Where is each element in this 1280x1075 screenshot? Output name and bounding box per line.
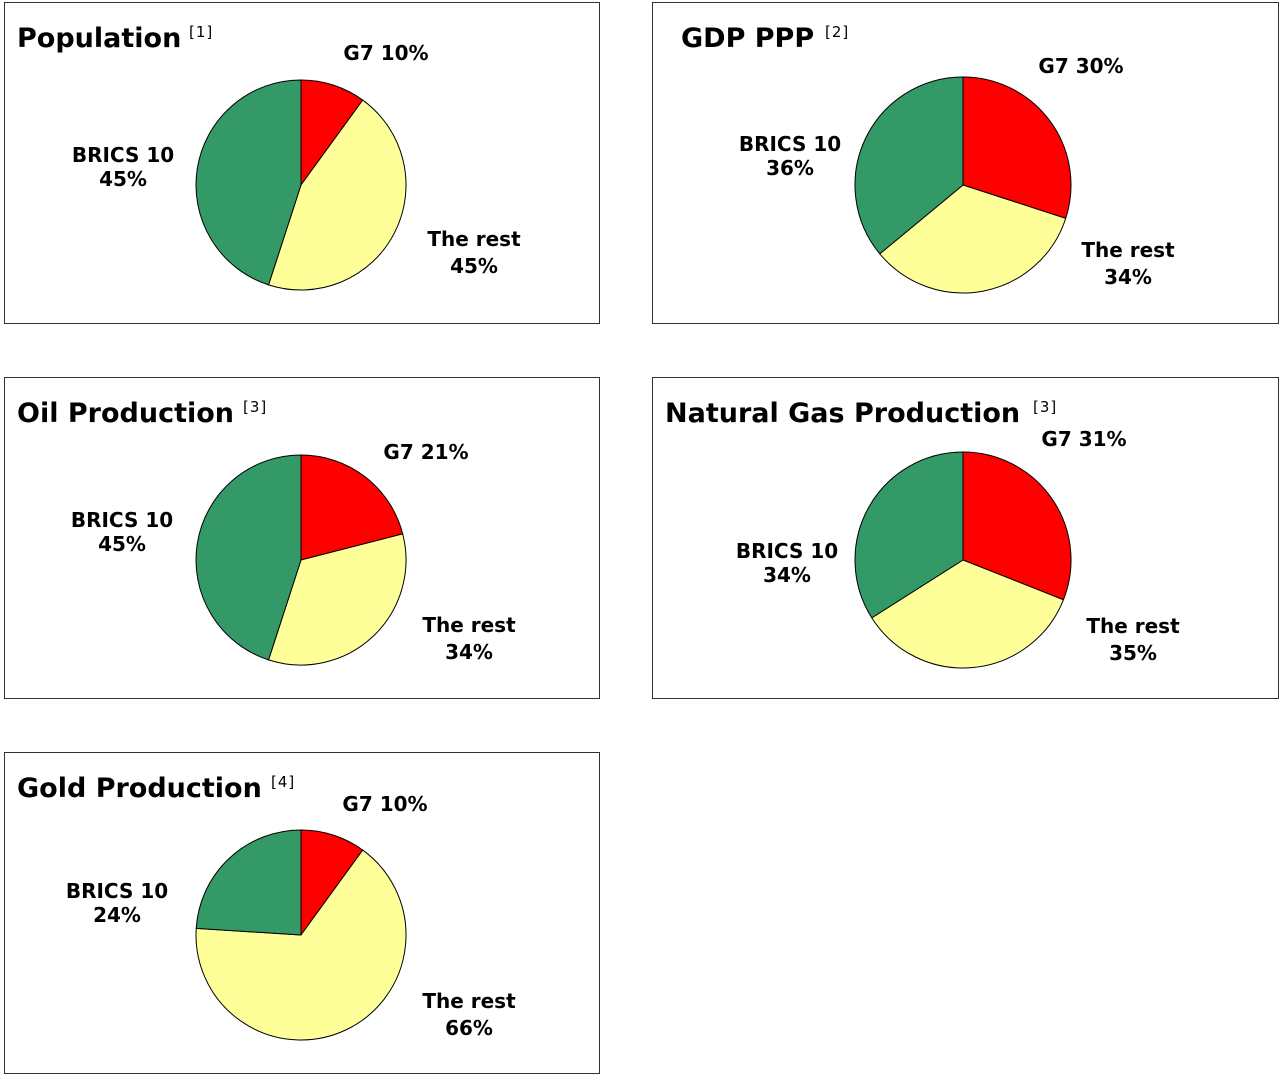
chart-title: Gold Production <box>17 773 262 804</box>
slice-label-the-rest: The rest 34% <box>1081 238 1175 289</box>
pie-slice-g7 <box>962 451 1072 601</box>
slice-label-the-rest: The rest 45% <box>427 227 521 278</box>
svg-text:BRICS 10: BRICS 10 <box>739 132 841 156</box>
svg-text:The rest: The rest <box>427 227 521 251</box>
chart-reference: [2] <box>825 23 849 41</box>
slice-label-brics-10: BRICS 10 45% <box>72 143 174 191</box>
pie-slice-the-rest <box>871 559 1064 669</box>
svg-text:The rest: The rest <box>1086 614 1180 638</box>
pie-slice-brics-10 <box>195 79 302 286</box>
pie-slice-brics-10 <box>854 76 964 255</box>
svg-text:The rest: The rest <box>422 613 516 637</box>
svg-text:35%: 35% <box>1109 641 1157 665</box>
pie-slice-g7 <box>962 76 1072 219</box>
slice-label-g7: G7 30% <box>1038 54 1123 78</box>
slice-label-brics-10: BRICS 10 34% <box>736 539 838 587</box>
pie-slice-brics-10 <box>195 454 302 661</box>
slice-label-g7: G7 10% <box>343 41 428 65</box>
svg-text:BRICS 10: BRICS 10 <box>71 508 173 532</box>
svg-text:66%: 66% <box>445 1016 493 1040</box>
chart-title: Population <box>17 23 181 54</box>
svg-text:36%: 36% <box>766 156 814 180</box>
svg-text:G7 31%: G7 31% <box>1041 427 1126 451</box>
svg-text:24%: 24% <box>93 903 141 927</box>
pie-panel-gdp-ppp: GDP PPP [2] G7 30% The rest 34% BRICS 10… <box>652 2 1279 324</box>
pie-slice-brics-10 <box>195 829 302 936</box>
pie-panel-population: Population [1] G7 10% The rest 45% BRICS… <box>4 2 600 324</box>
pie-slices <box>195 79 407 291</box>
pie-slice-the-rest <box>195 849 407 1041</box>
svg-text:45%: 45% <box>450 254 498 278</box>
chart-title: Oil Production <box>17 398 234 429</box>
pie-slice-brics-10 <box>854 451 964 619</box>
svg-text:45%: 45% <box>99 167 147 191</box>
chart-reference: [1] <box>189 23 213 41</box>
pie-slice-the-rest <box>268 533 407 666</box>
pie-slices <box>854 451 1072 669</box>
svg-text:G7 30%: G7 30% <box>1038 54 1123 78</box>
slice-label-brics-10: BRICS 10 45% <box>71 508 173 556</box>
slice-label-g7: G7 21% <box>383 440 468 464</box>
pie-chart-oil-production: Oil Production [3] G7 21% The rest 34% B… <box>17 398 516 666</box>
pie-slices <box>854 76 1072 294</box>
svg-text:The rest: The rest <box>1081 238 1175 262</box>
svg-text:34%: 34% <box>445 640 493 664</box>
svg-text:G7 21%: G7 21% <box>383 440 468 464</box>
pie-chart-natural-gas-production: Natural Gas Production [3] G7 31% The re… <box>665 398 1180 669</box>
slice-label-the-rest: The rest 66% <box>422 989 516 1040</box>
slice-label-brics-10: BRICS 10 24% <box>66 879 168 927</box>
svg-text:45%: 45% <box>98 532 146 556</box>
svg-text:G7 10%: G7 10% <box>343 41 428 65</box>
pie-panel-gold-production: Gold Production [4] G7 10% The rest 66% … <box>4 752 600 1074</box>
chart-reference: [4] <box>271 773 295 791</box>
svg-text:BRICS 10: BRICS 10 <box>736 539 838 563</box>
pie-chart-population: Population [1] G7 10% The rest 45% BRICS… <box>17 23 521 291</box>
svg-text:The rest: The rest <box>422 989 516 1013</box>
chart-reference: [3] <box>243 398 267 416</box>
slice-label-g7: G7 10% <box>342 792 427 816</box>
chart-reference: [3] <box>1033 398 1057 416</box>
pie-chart-gold-production: Gold Production [4] G7 10% The rest 66% … <box>17 773 516 1041</box>
pie-slice-the-rest <box>268 99 407 291</box>
pie-chart-gdp-ppp: GDP PPP [2] G7 30% The rest 34% BRICS 10… <box>681 23 1175 294</box>
slice-label-the-rest: The rest 34% <box>422 613 516 664</box>
svg-text:BRICS 10: BRICS 10 <box>66 879 168 903</box>
svg-text:34%: 34% <box>763 563 811 587</box>
pie-slice-g7 <box>300 454 404 561</box>
pie-slices <box>195 454 407 666</box>
slice-label-g7: G7 31% <box>1041 427 1126 451</box>
chart-title: Natural Gas Production <box>665 398 1020 429</box>
slice-label-brics-10: BRICS 10 36% <box>739 132 841 180</box>
pie-panel-oil-production: Oil Production [3] G7 21% The rest 34% B… <box>4 377 600 699</box>
svg-text:34%: 34% <box>1104 265 1152 289</box>
pie-slices <box>195 829 407 1041</box>
pie-panel-natural-gas-production: Natural Gas Production [3] G7 31% The re… <box>652 377 1279 699</box>
pie-slice-the-rest <box>879 184 1067 294</box>
svg-text:G7 10%: G7 10% <box>342 792 427 816</box>
chart-title: GDP PPP <box>681 23 814 54</box>
svg-text:BRICS 10: BRICS 10 <box>72 143 174 167</box>
slice-label-the-rest: The rest 35% <box>1086 614 1180 665</box>
